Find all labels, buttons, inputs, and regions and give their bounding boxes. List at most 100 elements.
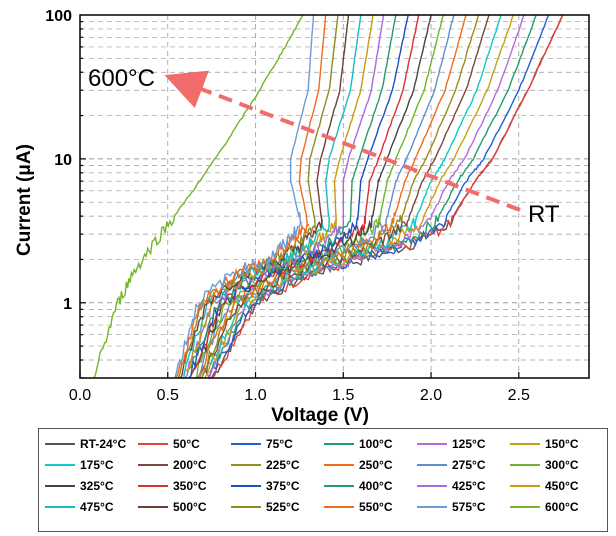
legend-swatch: [510, 442, 540, 445]
legend-item: 425°C: [417, 475, 510, 496]
legend-item: 550°C: [324, 496, 417, 517]
legend-swatch: [324, 442, 354, 445]
legend-swatch: [231, 442, 261, 445]
legend-label: 125°C: [452, 436, 486, 451]
legend-item: 125°C: [417, 433, 510, 454]
legend-label: 475°C: [80, 499, 114, 514]
legend-label: 350°C: [173, 478, 207, 493]
legend-label: 400°C: [359, 478, 393, 493]
legend-swatch: [138, 442, 168, 445]
series-line-19: [179, 14, 350, 379]
legend-swatch: [138, 484, 168, 487]
x-tick-label: 0.0: [69, 387, 91, 404]
legend-item: 200°C: [138, 454, 231, 475]
legend-swatch: [417, 505, 447, 508]
series-line-10: [195, 14, 455, 379]
y-tick-label: 10: [54, 152, 72, 169]
legend-label: 525°C: [266, 499, 300, 514]
legend-item: 350°C: [138, 475, 231, 496]
legend-item: 100°C: [324, 433, 417, 454]
legend-swatch: [45, 505, 75, 508]
legend-item: 500°C: [138, 496, 231, 517]
annotation-600c: 600°C: [88, 65, 155, 92]
series-line-13: [189, 14, 420, 377]
series-line-1: [211, 14, 564, 379]
x-tick-label: 1.0: [244, 387, 266, 404]
legend-item: 475°C: [45, 496, 138, 517]
legend-item: 525°C: [231, 496, 324, 517]
legend-grid: RT-24°C 50°C 75°C 100°C 125°C 150°C 175°C 200°C…: [39, 429, 607, 517]
series-line-12: [191, 14, 432, 374]
legend-item: 325°C: [45, 475, 138, 496]
legend-item: 75°C: [231, 433, 324, 454]
legend-label: 500°C: [173, 499, 207, 514]
series-line-4: [205, 14, 525, 380]
legend-item: 375°C: [231, 475, 324, 496]
legend-label: 75°C: [266, 436, 293, 451]
legend-swatch: [324, 463, 354, 466]
legend-swatch: [45, 463, 75, 466]
legend-swatch: [324, 484, 354, 487]
legend-label: 175°C: [80, 457, 114, 472]
legend-item: 250°C: [324, 454, 417, 475]
legend-label: 600°C: [545, 499, 579, 514]
series-line-2: [209, 14, 550, 374]
y-tick-label: 100: [45, 8, 72, 25]
legend-swatch: [45, 442, 75, 445]
legend-label: 50°C: [173, 436, 200, 451]
x-tick-label: 2.0: [420, 387, 442, 404]
legend-label: 325°C: [80, 478, 114, 493]
legend-swatch: [45, 484, 75, 487]
legend: RT-24°C 50°C 75°C 100°C 125°C 150°C 175°C 200°C…: [38, 428, 608, 532]
legend-label: 275°C: [452, 457, 486, 472]
series-line-7: [200, 14, 490, 375]
y-axis-label: Current (μA): [14, 144, 35, 256]
legend-item: 150°C: [510, 433, 603, 454]
legend-swatch: [231, 505, 261, 508]
legend-swatch: [138, 463, 168, 466]
legend-label: 450°C: [545, 478, 579, 493]
legend-swatch: [417, 463, 447, 466]
legend-label: 425°C: [452, 478, 486, 493]
legend-label: 575°C: [452, 499, 486, 514]
iv-chart: 0.0 0.5 1.0 1.5 2.0 2.5 1 10 100 600°C RT Voltag…: [14, 8, 590, 426]
annotation-rt: RT: [528, 201, 560, 228]
legend-label: 225°C: [266, 457, 300, 472]
x-axis-label: Voltage (V): [271, 405, 369, 426]
series-line-15: [186, 14, 397, 374]
legend-item: 400°C: [324, 475, 417, 496]
series-line-0: [210, 14, 564, 379]
legend-swatch: [510, 505, 540, 508]
legend-label: 375°C: [266, 478, 300, 493]
legend-swatch: [510, 484, 540, 487]
x-tick-label: 0.5: [157, 387, 179, 404]
legend-swatch: [510, 463, 540, 466]
series-group: [93, 14, 564, 380]
legend-item: 275°C: [417, 454, 510, 475]
series-line-22: [174, 14, 315, 379]
series-line-21: [175, 14, 327, 378]
legend-label: 300°C: [545, 457, 579, 472]
legend-swatch: [324, 505, 354, 508]
legend-item: 575°C: [417, 496, 510, 517]
legend-item: 600°C: [510, 496, 603, 517]
legend-label: 150°C: [545, 436, 579, 451]
plot-frame: [79, 14, 590, 379]
legend-label: 200°C: [173, 457, 207, 472]
legend-item: 450°C: [510, 475, 603, 496]
temperature-trend-arrow: [164, 70, 521, 212]
legend-item: 300°C: [510, 454, 603, 475]
legend-label: 100°C: [359, 436, 393, 451]
y-tick-label: 1: [63, 296, 72, 313]
grid-lines: [80, 15, 589, 379]
legend-swatch: [231, 484, 261, 487]
legend-swatch: [417, 484, 447, 487]
x-tick-label: 2.5: [508, 387, 530, 404]
legend-item: 175°C: [45, 454, 138, 475]
axis-ticks: 0.0 0.5 1.0 1.5 2.0 2.5 1 10 100: [45, 8, 530, 404]
legend-label: 250°C: [359, 457, 393, 472]
series-line-23: [93, 14, 304, 379]
legend-item: 225°C: [231, 454, 324, 475]
legend-label: 550°C: [359, 499, 393, 514]
series-line-8: [199, 14, 480, 379]
